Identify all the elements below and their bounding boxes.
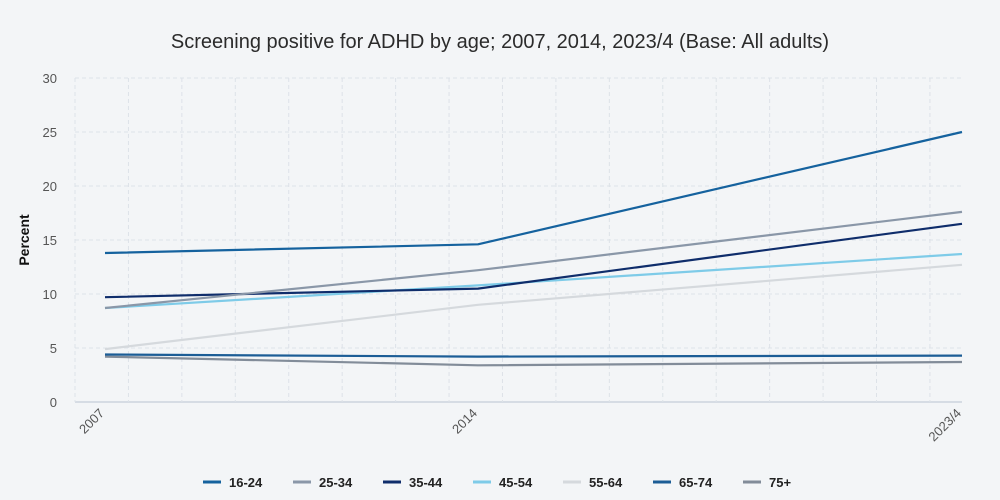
- series-line-55-64: [104, 263, 963, 351]
- legend-label: 55-64: [589, 475, 623, 490]
- legend-label: 16-24: [229, 475, 263, 490]
- y-tick-label: 5: [50, 341, 57, 356]
- y-tick-label: 30: [43, 71, 57, 86]
- legend-label: 45-54: [499, 475, 533, 490]
- x-tick-label: 2023/4: [925, 406, 964, 445]
- x-tick-label: 2014: [449, 406, 480, 437]
- x-tick-label: 2007: [76, 406, 107, 437]
- y-axis-ticks: 0 5 10 15 20 25 30: [43, 71, 57, 410]
- series-lines: [104, 130, 963, 367]
- series-line-65-74: [104, 353, 963, 358]
- chart-title: Screening positive for ADHD by age; 2007…: [171, 31, 829, 53]
- legend-label: 65-74: [679, 475, 713, 490]
- y-tick-label: 0: [50, 395, 57, 410]
- x-axis-ticks: 2007 2014 2023/4: [76, 406, 964, 445]
- gridlines: [74, 77, 962, 403]
- series-line-45-54: [104, 252, 963, 310]
- series-line-35-44: [104, 222, 963, 299]
- series-line-75+: [104, 355, 963, 367]
- y-tick-label: 25: [43, 125, 57, 140]
- y-axis-label: Percent: [16, 214, 32, 266]
- y-tick-label: 15: [43, 233, 57, 248]
- series-line-16-24: [104, 130, 963, 255]
- legend-label: 35-44: [409, 475, 443, 490]
- legend-label: 25-34: [319, 475, 353, 490]
- y-tick-label: 10: [43, 287, 57, 302]
- y-tick-label: 20: [43, 179, 57, 194]
- legend-label: 75+: [769, 475, 791, 490]
- legend: 16-24 25-34 35-44 45-54 55-64 65-74 75+: [203, 475, 791, 490]
- series-line-25-34: [104, 210, 963, 310]
